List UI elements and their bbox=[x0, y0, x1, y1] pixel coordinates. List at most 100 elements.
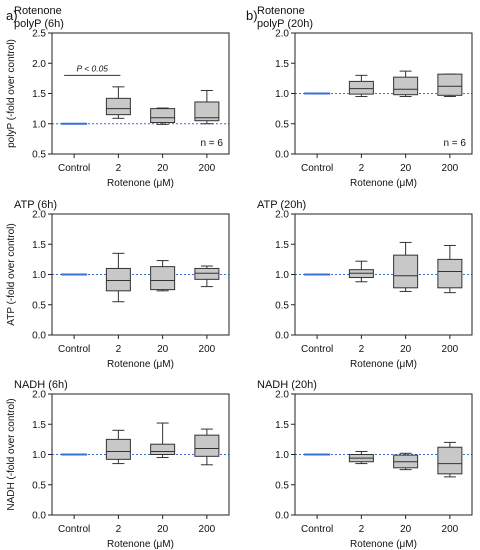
box-200 bbox=[194, 89, 220, 125]
y-tick-label: 1.5 bbox=[275, 240, 289, 251]
x-tick-label: Control bbox=[58, 344, 90, 355]
y-tick-label: 1.5 bbox=[275, 59, 289, 70]
y-tick-label: 2.0 bbox=[275, 210, 289, 221]
y-axis-label: ATP (-fold over control) bbox=[6, 223, 17, 325]
box-200 bbox=[437, 73, 463, 98]
box-2 bbox=[348, 450, 374, 465]
x-tick-label: 2 bbox=[116, 524, 122, 535]
box-iqr bbox=[150, 108, 176, 124]
y-tick-label: 0.0 bbox=[32, 331, 46, 342]
x-tick-label: 200 bbox=[442, 163, 459, 174]
y-tick-label: 2.0 bbox=[32, 59, 46, 70]
chart-b1: 0.0 0.5 1.0 1.5 2.0 Control 2 20 200 Rotenone (μM… bbox=[257, 5, 473, 189]
box-iqr bbox=[348, 80, 374, 95]
chart-title: NADH (6h) bbox=[14, 379, 68, 391]
box-2 bbox=[105, 86, 131, 119]
x-tick-label: 2 bbox=[359, 344, 365, 355]
y-tick-label: 0.5 bbox=[275, 119, 289, 130]
y-tick-label: 1.5 bbox=[32, 420, 46, 431]
chart-title: Rotenone bbox=[14, 5, 62, 17]
x-tick-label: 2 bbox=[359, 524, 365, 535]
box-iqr bbox=[105, 267, 131, 292]
box-iqr bbox=[437, 73, 463, 96]
box-20 bbox=[150, 107, 176, 125]
x-axis-label: Rotenone (μM) bbox=[107, 539, 174, 550]
y-axis-label: polyP (-fold over control) bbox=[6, 39, 17, 148]
chart-title: Rotenone bbox=[257, 5, 305, 17]
x-tick-label: 20 bbox=[400, 344, 412, 355]
panel-label-b: b) bbox=[246, 8, 258, 23]
y-tick-label: 2.0 bbox=[275, 29, 289, 40]
x-tick-label: 200 bbox=[199, 524, 216, 535]
y-tick-label: 0.0 bbox=[275, 331, 289, 342]
box-2 bbox=[348, 260, 374, 283]
box-2 bbox=[105, 252, 131, 303]
y-tick-label: 1.5 bbox=[32, 240, 46, 251]
y-tick-label: 1.5 bbox=[275, 420, 289, 431]
x-tick-label: Control bbox=[58, 163, 90, 174]
x-tick-label: 200 bbox=[199, 344, 216, 355]
box-2 bbox=[348, 74, 374, 98]
chart-b2: 0.0 0.5 1.0 1.5 2.0 Control 2 20 200 Rotenone (μM… bbox=[257, 199, 473, 370]
x-axis-label: Rotenone (μM) bbox=[350, 359, 417, 370]
chart-b3: 0.0 0.5 1.0 1.5 2.0 Control 2 20 200 Rotenone (μM… bbox=[257, 379, 473, 550]
x-axis-label: Rotenone (μM) bbox=[350, 178, 417, 189]
box-200 bbox=[194, 428, 220, 466]
y-tick-label: 0.5 bbox=[32, 300, 46, 311]
x-axis-label: Rotenone (μM) bbox=[350, 539, 417, 550]
y-tick-label: 0.0 bbox=[275, 150, 289, 161]
box-20 bbox=[393, 241, 419, 292]
box-iqr bbox=[194, 434, 220, 457]
box-iqr bbox=[150, 266, 176, 291]
x-tick-label: Control bbox=[301, 163, 333, 174]
chart-title: ATP (6h) bbox=[14, 199, 57, 211]
box-20 bbox=[393, 70, 419, 98]
y-tick-label: 1.5 bbox=[32, 89, 46, 100]
x-tick-label: 2 bbox=[116, 344, 122, 355]
box-iqr bbox=[105, 438, 131, 460]
box-20 bbox=[393, 452, 419, 471]
y-tick-label: 1.0 bbox=[275, 89, 289, 100]
chart-a1: 0.5 1.0 1.5 2.0 2.5 Control 2 20 200 Rotenone (μM… bbox=[6, 5, 230, 189]
y-tick-label: 2.0 bbox=[32, 390, 46, 401]
x-tick-label: 200 bbox=[442, 344, 459, 355]
x-tick-label: 20 bbox=[400, 524, 412, 535]
x-tick-label: 20 bbox=[400, 163, 412, 174]
box-iqr bbox=[194, 267, 220, 280]
chart-a2: 0.0 0.5 1.0 1.5 2.0 Control 2 20 200 Rotenone (μM… bbox=[6, 199, 230, 370]
sample-size-label: n = 6 bbox=[200, 138, 223, 149]
y-tick-label: 1.0 bbox=[275, 450, 289, 461]
box-iqr bbox=[393, 76, 419, 96]
y-tick-label: 0.0 bbox=[32, 511, 46, 522]
x-tick-label: 200 bbox=[442, 524, 459, 535]
y-tick-label: 2.0 bbox=[275, 390, 289, 401]
chart-title: ATP (20h) bbox=[257, 199, 306, 211]
y-tick-label: 1.0 bbox=[275, 270, 289, 281]
box-iqr bbox=[194, 101, 220, 122]
y-tick-label: 1.0 bbox=[32, 119, 46, 130]
sample-size-label: n = 6 bbox=[443, 138, 466, 149]
chart-title: polyP (20h) bbox=[257, 18, 313, 30]
chart-title: polyP (6h) bbox=[14, 18, 64, 30]
panel-label-a: a) bbox=[6, 8, 18, 23]
x-tick-label: Control bbox=[58, 524, 90, 535]
x-tick-label: 200 bbox=[199, 163, 216, 174]
y-axis-label: NADH (-fold over control) bbox=[6, 398, 17, 510]
y-tick-label: 0.5 bbox=[275, 480, 289, 491]
significance-label: P < 0.05 bbox=[76, 63, 108, 73]
box-200 bbox=[437, 244, 463, 294]
x-axis-label: Rotenone (μM) bbox=[107, 178, 174, 189]
y-tick-label: 2.5 bbox=[32, 29, 46, 40]
y-tick-label: 0.5 bbox=[32, 480, 46, 491]
box-iqr bbox=[150, 443, 176, 455]
box-iqr bbox=[437, 446, 463, 475]
y-tick-label: 0.0 bbox=[275, 511, 289, 522]
box-iqr bbox=[393, 254, 419, 289]
x-axis-label: Rotenone (μM) bbox=[107, 359, 174, 370]
x-tick-label: Control bbox=[301, 524, 333, 535]
y-tick-label: 1.0 bbox=[32, 270, 46, 281]
x-tick-label: 20 bbox=[157, 163, 169, 174]
chart-a3: 0.0 0.5 1.0 1.5 2.0 Control 2 20 200 Rotenone (μM… bbox=[6, 379, 230, 550]
box-200 bbox=[194, 265, 220, 288]
y-tick-label: 1.0 bbox=[32, 450, 46, 461]
